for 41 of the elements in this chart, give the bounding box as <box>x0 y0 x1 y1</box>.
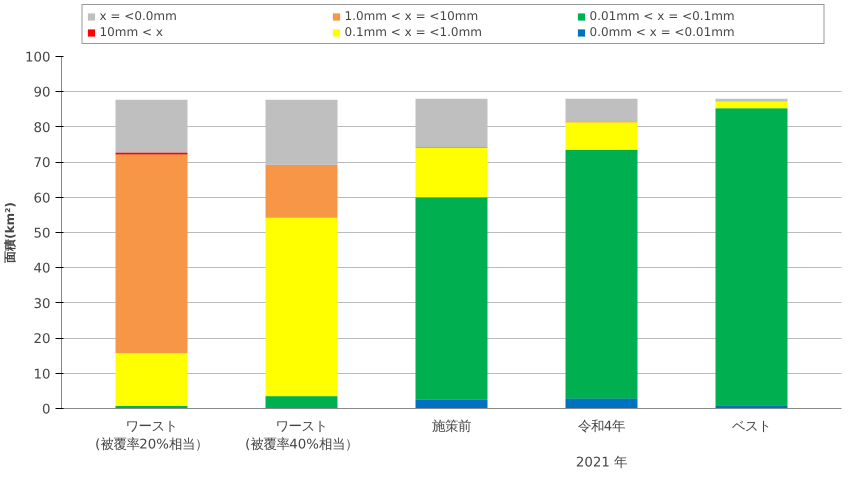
bar <box>116 353 188 406</box>
legend-label: x = <0.0mm <box>100 9 178 23</box>
bar <box>416 400 488 408</box>
category-label: 令和4年 2021 年 <box>576 420 628 470</box>
legend-label: 1.0mm < x = <10mm <box>344 9 480 23</box>
bar <box>416 197 488 400</box>
y-tick-label: 60 <box>34 191 51 206</box>
y-tick-label: 10 <box>34 367 51 382</box>
bar <box>266 396 338 408</box>
y-tick-label: 80 <box>34 120 51 136</box>
bar <box>266 218 338 396</box>
bar <box>416 98 488 147</box>
x-tick-label: ワースト (被覆率20%相当） <box>95 420 208 452</box>
legend-label: 0.0mm < x = <0.01mm <box>590 25 736 39</box>
bar <box>566 122 638 150</box>
bar <box>716 98 788 102</box>
bar <box>416 148 488 198</box>
x-tick-label: ワースト (被覆率40%相当） <box>245 420 358 452</box>
y-tick-label: 0 <box>42 402 51 418</box>
bar <box>716 108 788 406</box>
y-tick-label: 20 <box>34 332 51 348</box>
bar <box>116 154 188 354</box>
legend-label: 10mm < x <box>100 25 164 39</box>
y-tick-label: 100 <box>25 50 51 66</box>
y-tick-label: 40 <box>34 262 51 277</box>
y-tick-label: 30 <box>34 296 51 312</box>
x-tick-label: ベスト <box>732 420 771 434</box>
bar <box>266 164 338 218</box>
bar <box>566 98 638 122</box>
y-tick-label: 90 <box>34 86 51 101</box>
x-tick-label: 施策前 <box>432 420 471 434</box>
bar <box>566 398 638 408</box>
bar <box>716 102 788 108</box>
bar <box>266 100 338 165</box>
legend-label: 0.01mm < x = <0.1mm <box>590 9 736 23</box>
y-axis-title: 面積(km²) <box>3 202 18 264</box>
bar <box>116 100 188 153</box>
bar <box>566 150 638 399</box>
y-tick-label: 50 <box>34 226 51 242</box>
y-tick-label: 70 <box>34 156 51 172</box>
legend-label: 0.1mm < x = <1.0mm <box>344 25 483 39</box>
